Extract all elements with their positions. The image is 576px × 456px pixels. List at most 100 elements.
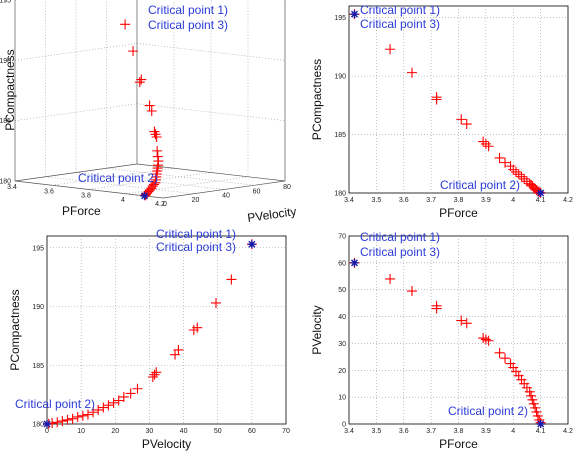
data-point [152,151,163,162]
y-tick-label: 40 [222,193,230,200]
x-axis-label: PForce [439,437,478,451]
data-point [494,347,505,358]
data-point [62,414,73,425]
data-point [456,315,467,326]
data-point [531,406,542,417]
data-point [461,119,472,130]
y-tick-label: 10 [338,395,346,402]
data-point [98,402,109,413]
x-tick-label: 3.4 [7,184,17,191]
critical-point-marker [247,240,256,249]
y-tick-label: 60 [253,188,261,195]
critical-point-marker [43,420,51,428]
data-point [524,386,535,397]
annotation-critical-point-3: Critical point 3) [148,18,228,32]
data-point [226,274,237,285]
data-point [478,333,489,344]
data-point [530,402,541,413]
critical-point-marker [536,420,545,428]
annotation-critical-point-2: Critical point 2) [448,404,528,418]
data-point [513,370,524,381]
data-point [461,318,472,329]
x-tick-label: 4 [121,197,125,204]
x-tick-label: 3.5 [372,197,382,204]
x-tick-label: 20 [111,428,119,435]
data-point [120,19,131,30]
data-point [385,273,396,284]
data-point [128,46,139,57]
data-point [456,114,467,125]
y-tick-label: 20 [338,368,346,375]
y-axis-label: PCompactness [8,289,22,370]
x-tick-label: 3.7 [426,428,436,435]
x-tick-label: 4.2 [563,197,573,204]
data-point [527,394,538,405]
x-axis-label: PForce [439,206,478,220]
x-tick-label: 70 [282,428,290,435]
y-tick-label: 70 [338,234,346,241]
axis-box-edge [14,163,138,182]
data-point [431,94,442,105]
x-tick-label: 3.5 [372,428,382,435]
data-point [134,77,145,88]
data-point [521,382,532,393]
data-point [52,417,63,428]
data-point [508,164,519,175]
data-point [500,353,511,364]
chart-panel-1: 3.4 3.6 3.8 4 4.20 20 40 60 80 180 185 190 195 PForce… [0,0,297,225]
axis-box-edge [136,163,286,182]
axis-box-edge [14,180,164,199]
z-tick-label: 190 [0,58,11,65]
x-tick-label: 4.2 [563,428,573,435]
x-tick-label: 60 [248,428,256,435]
data-point [480,334,491,345]
data-point [513,169,524,180]
x-tick-label: 4.2 [155,201,165,208]
annotation-critical-point-1: Critical point 1) [360,230,440,244]
axis-box-edge [162,180,286,199]
data-point [406,286,417,297]
data-point [82,409,93,420]
critical-point-marker [140,191,149,200]
wall-gridline [136,43,286,61]
data-point [67,413,78,424]
data-point [93,404,104,415]
data-point [480,138,491,149]
annotation-critical-point-2: Critical point 2) [78,171,158,185]
y-tick-label: 50 [338,287,346,294]
y-tick-label: 80 [283,184,291,191]
floor-gridline [45,176,194,195]
data-point [146,106,157,116]
x-tick-label: 3.6 [399,428,409,435]
y-tick-label: 60 [338,260,346,267]
wall-gridline [14,103,138,121]
y-axis-label: PCompactness [310,59,324,140]
wall-gridline [14,43,138,61]
x-tick-label: 50 [214,428,222,435]
x-axis-label: PVelocity [142,437,191,451]
x-tick-label: 3.4 [344,197,354,204]
x-tick-label: 4 [511,428,515,435]
z-tick-label: 180 [0,179,11,186]
annotation-critical-point-1: Critical point 1) [156,227,236,241]
data-point [516,374,527,385]
x-tick-label: 4.1 [536,428,546,435]
data-point [151,132,162,142]
y-tick-label: 190 [32,304,44,311]
data-point [526,390,537,401]
x-tick-label: 3.8 [454,197,464,204]
data-point [211,297,222,308]
x-tick-label: 3.9 [481,428,491,435]
floor-gridline [106,167,255,186]
chart-panel-3: 0 10 20 30 40 50 60 70 180 185 190 195 PVelocity PCom… [8,227,290,451]
y-tick-label: 190 [334,74,346,81]
data-point [113,395,124,406]
annotation-critical-point-1: Critical point 1) [360,3,440,17]
data-point [500,157,511,168]
data-point [125,388,136,399]
annotation-critical-point-3: Critical point 3) [360,17,440,31]
data-point [519,173,530,184]
floor-gridline [125,176,249,195]
data-point [149,369,160,380]
